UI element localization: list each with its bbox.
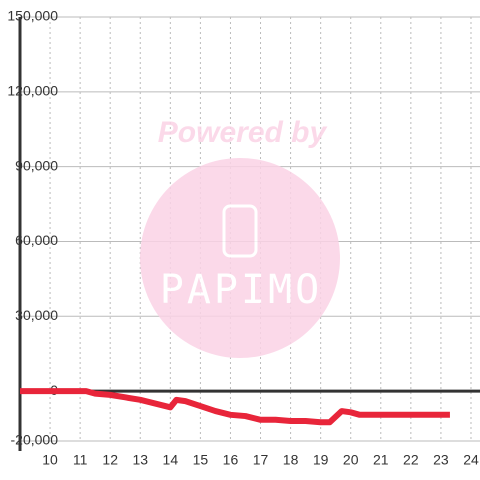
watermark-phone (222, 204, 258, 258)
x-tick-label: 20 (343, 452, 359, 468)
y-tick-label: 120,000 (7, 83, 58, 99)
series-line (20, 388, 450, 426)
x-tick-label: 12 (102, 452, 118, 468)
x-tick-label: 24 (463, 452, 479, 468)
watermark: PAPIMO Powered by (140, 116, 340, 358)
watermark-logo: PAPIMO (160, 267, 323, 313)
x-tick-label: 23 (433, 452, 449, 468)
y-tick-label: 60,000 (15, 232, 58, 248)
y-tick-label: 30,000 (15, 307, 58, 323)
plot: -20,000030,00060,00090,000120,000150,000… (7, 8, 480, 468)
y-tick-label: -20,000 (11, 432, 59, 448)
x-tick-label: 13 (132, 452, 148, 468)
x-tick-label: 22 (403, 452, 419, 468)
x-tick-label: 11 (73, 452, 88, 468)
x-tick-label: 19 (313, 452, 329, 468)
x-tick-label: 14 (163, 452, 179, 468)
watermark-title: Powered by (158, 116, 328, 149)
x-tick-label: 17 (253, 452, 269, 468)
x-tick-label: 15 (193, 452, 209, 468)
x-tick-label: 21 (373, 452, 389, 468)
x-tick-label: 16 (223, 452, 239, 468)
y-tick-label: 90,000 (15, 157, 58, 173)
x-tick-label: 18 (283, 452, 299, 468)
watermark-circle (140, 158, 340, 358)
x-tick-label: 10 (42, 452, 58, 468)
y-tick-label: 150,000 (7, 8, 58, 24)
